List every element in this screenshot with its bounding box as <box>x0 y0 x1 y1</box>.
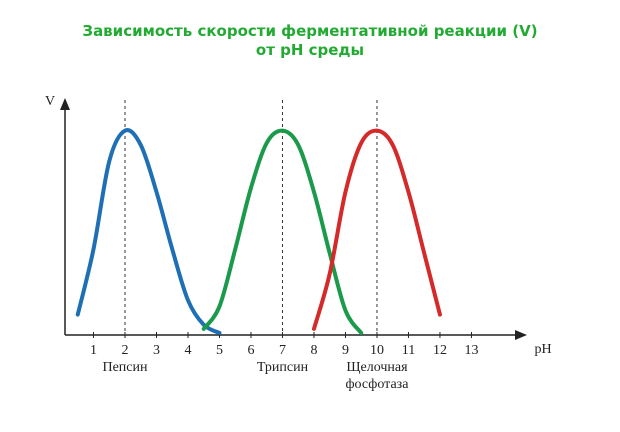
chart-title: Зависимость скорости ферментативной реак… <box>82 22 538 40</box>
curve <box>311 128 442 331</box>
x-axis-arrow <box>515 330 527 340</box>
x-tick-label: 5 <box>216 343 223 358</box>
x-tick-label: 7 <box>279 343 286 358</box>
curve <box>201 128 364 335</box>
x-tick-label: 8 <box>310 343 317 358</box>
x-tick-label: 6 <box>247 343 254 358</box>
x-tick-label: 3 <box>153 343 160 358</box>
chart-title: от pH среды <box>255 41 365 59</box>
x-tick-label: 11 <box>402 343 415 358</box>
x-tick-label: 1 <box>90 343 97 358</box>
x-axis-label: pH <box>534 342 551 357</box>
x-tick-label: 2 <box>121 343 128 358</box>
y-axis-arrow <box>60 98 70 110</box>
x-tick-label: 9 <box>342 343 349 358</box>
curve-label: Щелочная фосфотаза <box>345 360 409 392</box>
x-tick-label: 4 <box>184 343 191 358</box>
x-tick-label: 13 <box>464 343 478 358</box>
x-tick-label: 10 <box>370 343 384 358</box>
y-axis-label: V <box>45 94 55 109</box>
x-tick-label: 12 <box>433 343 447 358</box>
curve-label: Трипсин <box>256 360 309 375</box>
curve-label: Пепсин <box>102 360 148 375</box>
curve <box>75 128 222 335</box>
